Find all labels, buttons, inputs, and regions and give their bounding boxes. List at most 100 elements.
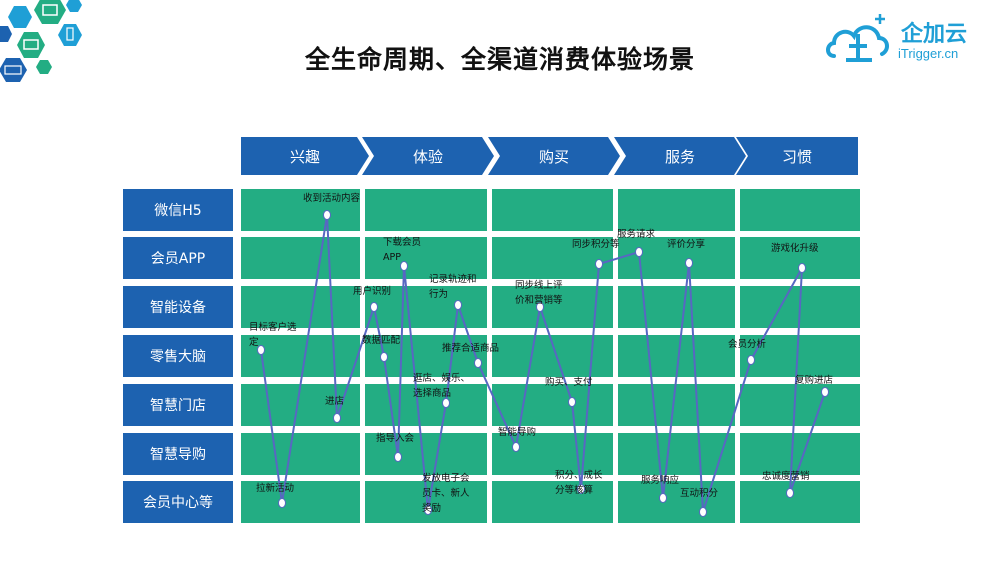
- grid-cell: [492, 189, 613, 231]
- journey-point-label: 复购进店: [795, 374, 833, 386]
- journey-point-label: 互动积分: [680, 487, 719, 499]
- stage-2: 体验: [362, 137, 494, 175]
- journey-point: [635, 247, 643, 257]
- grid-cell: [740, 433, 860, 475]
- mail-icon: [42, 4, 58, 16]
- journey-point: [595, 259, 603, 269]
- hexagon-icon: [58, 24, 82, 46]
- journey-point: [278, 498, 286, 508]
- journey-point-label: 用户识别: [353, 285, 391, 297]
- grid-cell: [618, 286, 735, 328]
- journey-point-label: 推荐合适商品: [442, 342, 499, 354]
- journey-point-label: 服务请求: [617, 228, 656, 240]
- grid-cell: [740, 384, 860, 426]
- journey-point-label: 会员分析: [728, 338, 767, 350]
- journey-point-label: 记录轨迹和行为: [429, 273, 477, 300]
- hexagon-icon: [0, 26, 12, 42]
- grid-cell: [618, 384, 735, 426]
- journey-point: [474, 358, 482, 368]
- hexagon-icon: [8, 6, 32, 28]
- journey-point-label: 智能导购: [498, 426, 536, 438]
- journey-point: [424, 505, 432, 515]
- journey-point-label: 同步线上评价和营销等: [515, 279, 563, 306]
- grid-cell: [618, 237, 735, 279]
- journey-point: [536, 302, 544, 312]
- grid-cell: [618, 189, 735, 231]
- channel-label: 会员APP: [123, 237, 233, 279]
- journey-point-label: 购买、支付: [545, 376, 593, 388]
- stage-5: 习惯: [736, 137, 858, 175]
- journey-point: [400, 261, 408, 271]
- journey-path: [260, 214, 826, 513]
- decorative-icons: [0, 0, 82, 82]
- journey-point: [685, 258, 693, 268]
- journey-point: [568, 397, 576, 407]
- grid-cell: [618, 481, 735, 523]
- journey-point: [442, 398, 450, 408]
- journey-point-label: 目标客户选定: [249, 321, 297, 348]
- journey-point: [821, 387, 829, 397]
- grid-cell: [365, 286, 487, 328]
- journey-point: [333, 413, 341, 423]
- grid-cell: [365, 189, 487, 231]
- brand-logo: 企加云 iTrigger.cn: [826, 14, 967, 62]
- channel-label: 智能设备: [123, 286, 233, 328]
- grid-cell: [740, 189, 860, 231]
- grid-cell: [241, 237, 360, 279]
- journey-point: [699, 507, 707, 517]
- journey-point: [512, 442, 520, 452]
- journey-point: [257, 345, 265, 355]
- stage-3: 购买: [488, 137, 620, 175]
- grid-cell: [365, 384, 487, 426]
- logo-cn: 企加云: [900, 21, 967, 47]
- grid-cell: [241, 481, 360, 523]
- grid-cell: [492, 384, 613, 426]
- journey-point: [577, 484, 585, 494]
- journey-point-label: 同步积分等: [572, 238, 620, 250]
- journey-point: [786, 488, 794, 498]
- cloud-icon: [826, 25, 889, 58]
- journey-point-label: 逛店、娱乐、选择商品: [413, 372, 470, 399]
- journey-point: [659, 493, 667, 503]
- journey-point-label: 发放电子会员卡、新人奖励: [422, 472, 470, 514]
- channel-label: 微信H5: [123, 189, 233, 231]
- journey-point: [394, 452, 402, 462]
- channel-label: 会员中心等: [123, 481, 233, 523]
- journey-point-label: 游戏化升级: [771, 242, 819, 254]
- keyboard-icon: [4, 65, 22, 75]
- journey-point-label: 数据匹配: [362, 334, 401, 346]
- stage-4: 服务: [614, 137, 746, 175]
- grid-cell: [241, 286, 360, 328]
- hexagon-icon: [17, 32, 45, 58]
- logo-en: iTrigger.cn: [898, 46, 958, 61]
- journey-point-label: 下载会员 APP: [383, 236, 421, 263]
- journey-point-label: 忠诚度营销: [762, 470, 810, 482]
- page-title: 全生命周期、全渠道消费体验场景: [304, 45, 695, 74]
- journey-point: [380, 352, 388, 362]
- hexagon-icon: [34, 0, 66, 24]
- grid-cell: [365, 433, 487, 475]
- phone-icon: [66, 27, 74, 41]
- grid-cell: [492, 237, 613, 279]
- journey-point-label: 积分、成长分等核算: [555, 469, 603, 496]
- grid-cell: [618, 433, 735, 475]
- stage-1: 兴趣: [241, 137, 369, 175]
- channel-label: 零售大脑: [123, 335, 233, 377]
- hexagon-icon: [36, 60, 52, 74]
- journey-point: [454, 300, 462, 310]
- grid-cell: [492, 481, 613, 523]
- channel-label: 智慧导购: [123, 433, 233, 475]
- journey-point-label: 评价分享: [667, 238, 705, 250]
- card-icon: [23, 39, 39, 50]
- journey-point-label: 收到活动内容: [303, 192, 361, 204]
- hexagon-icon: [0, 58, 27, 82]
- journey-point: [323, 210, 331, 220]
- grid-cell: [241, 189, 360, 231]
- grid-cell: [241, 433, 360, 475]
- journey-point-label: 服务响应: [641, 474, 680, 486]
- journey-point-label: 进店: [325, 395, 344, 407]
- journey-point-label: 拉新活动: [256, 482, 294, 494]
- grid-cell: [365, 237, 487, 279]
- journey-point: [798, 263, 806, 273]
- journey-point: [747, 355, 755, 365]
